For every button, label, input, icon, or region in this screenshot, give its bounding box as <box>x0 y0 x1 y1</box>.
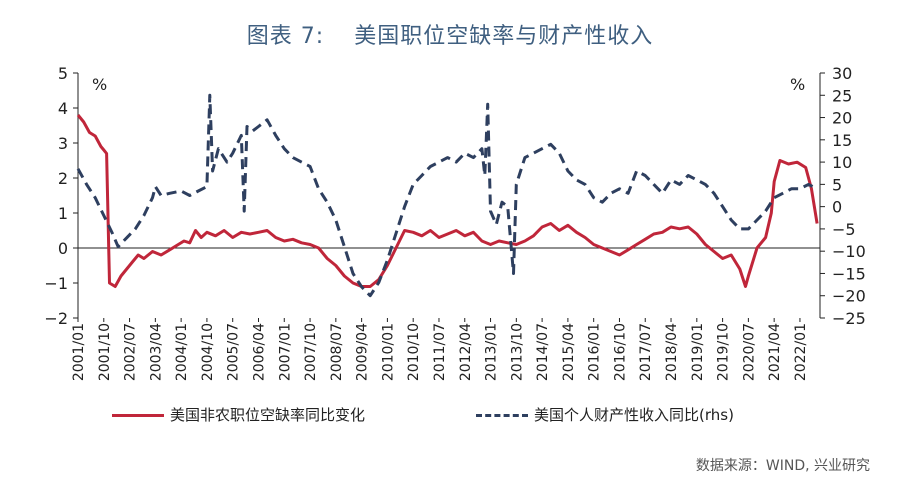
right-tick-label: −10 <box>832 242 866 261</box>
x-tick-label: 2011/07 <box>432 323 448 381</box>
right-tick-label: 15 <box>832 131 852 150</box>
x-tick-label: 2004/10 <box>200 323 216 381</box>
x-tick-label: 2007/10 <box>303 323 319 381</box>
left-tick-label: 5 <box>58 64 68 83</box>
x-tick-label: 2013/10 <box>509 323 525 381</box>
right-tick-label: 25 <box>832 86 852 105</box>
right-tick-label: 10 <box>832 153 852 172</box>
right-tick-label: −5 <box>832 220 856 239</box>
right-tick-label: 5 <box>832 175 842 194</box>
chart-title-text: 美国职位空缺率与财产性收入 <box>354 24 654 49</box>
x-tick-label: 2001/01 <box>71 323 87 381</box>
series-income-line <box>76 93 818 298</box>
x-tick-label: 2008/07 <box>329 323 345 381</box>
left-tick-label: 0 <box>58 239 68 258</box>
legend-swatch-income <box>476 414 528 417</box>
left-tick-label: −1 <box>44 274 68 293</box>
x-tick-label: 2009/04 <box>355 323 371 381</box>
x-tick-label: 2014/07 <box>535 323 551 381</box>
source-note: 数据来源：WIND, 兴业研究 <box>695 458 870 474</box>
x-tick-label: 2019/10 <box>716 323 732 381</box>
right-tick-label: −15 <box>832 264 866 283</box>
x-tick-label: 2003/04 <box>148 323 164 381</box>
x-tick-label: 2001/10 <box>97 323 113 381</box>
series-vacancy-line <box>76 114 819 288</box>
legend: 美国非农职位空缺率同比变化 美国个人财产性收入同比(rhs) <box>0 400 900 430</box>
x-tick-label: 2002/07 <box>123 323 139 381</box>
x-tick-label: 2010/01 <box>380 323 396 381</box>
legend-label-vacancy: 美国非农职位空缺率同比变化 <box>170 406 366 424</box>
right-tick-label: −25 <box>832 309 866 328</box>
left-tick-label: 1 <box>58 204 68 223</box>
x-tick-label: 2010/10 <box>406 323 422 381</box>
x-tick-label: 2006/04 <box>251 323 267 381</box>
left-tick-label: 2 <box>58 169 68 188</box>
x-tick-label: 2007/01 <box>277 323 293 381</box>
x-tick-label: 2017/07 <box>638 323 654 381</box>
x-tick-label: 2019/01 <box>690 323 706 381</box>
x-tick-label: 2016/10 <box>612 323 628 381</box>
legend-label-income: 美国个人财产性收入同比(rhs) <box>534 406 734 424</box>
x-tick-label: 2005/07 <box>226 323 242 381</box>
left-tick-label: 4 <box>58 99 68 118</box>
x-tick-label: 2020/07 <box>741 323 757 381</box>
right-unit-label: % <box>790 75 805 94</box>
right-tick-label: 0 <box>832 198 842 217</box>
legend-swatch-vacancy <box>112 414 164 417</box>
left-tick-label: −2 <box>44 309 68 328</box>
x-tick-label: 2018/04 <box>664 323 680 381</box>
left-tick-label: 3 <box>58 134 68 153</box>
x-tick-label: 2022/01 <box>793 323 809 381</box>
x-tick-label: 2016/01 <box>587 323 603 381</box>
x-tick-label: 2004/01 <box>174 323 190 381</box>
left-unit-label: % <box>92 75 107 94</box>
chart-title: 图表 7: 美国职位空缺率与财产性收入 <box>0 18 900 50</box>
x-tick-label: 2015/04 <box>561 323 577 381</box>
x-tick-label: 2021/04 <box>767 323 783 381</box>
legend-item-income: 美国个人财产性收入同比(rhs) <box>476 404 734 425</box>
x-tick-label: 2012/04 <box>458 323 474 381</box>
legend-item-vacancy: 美国非农职位空缺率同比变化 <box>112 404 365 425</box>
chart-title-number: 图表 7: <box>246 24 325 49</box>
x-tick-label: 2013/01 <box>484 323 500 381</box>
right-tick-label: 30 <box>832 64 852 83</box>
right-tick-label: 20 <box>832 109 852 128</box>
right-tick-label: −20 <box>832 287 866 306</box>
